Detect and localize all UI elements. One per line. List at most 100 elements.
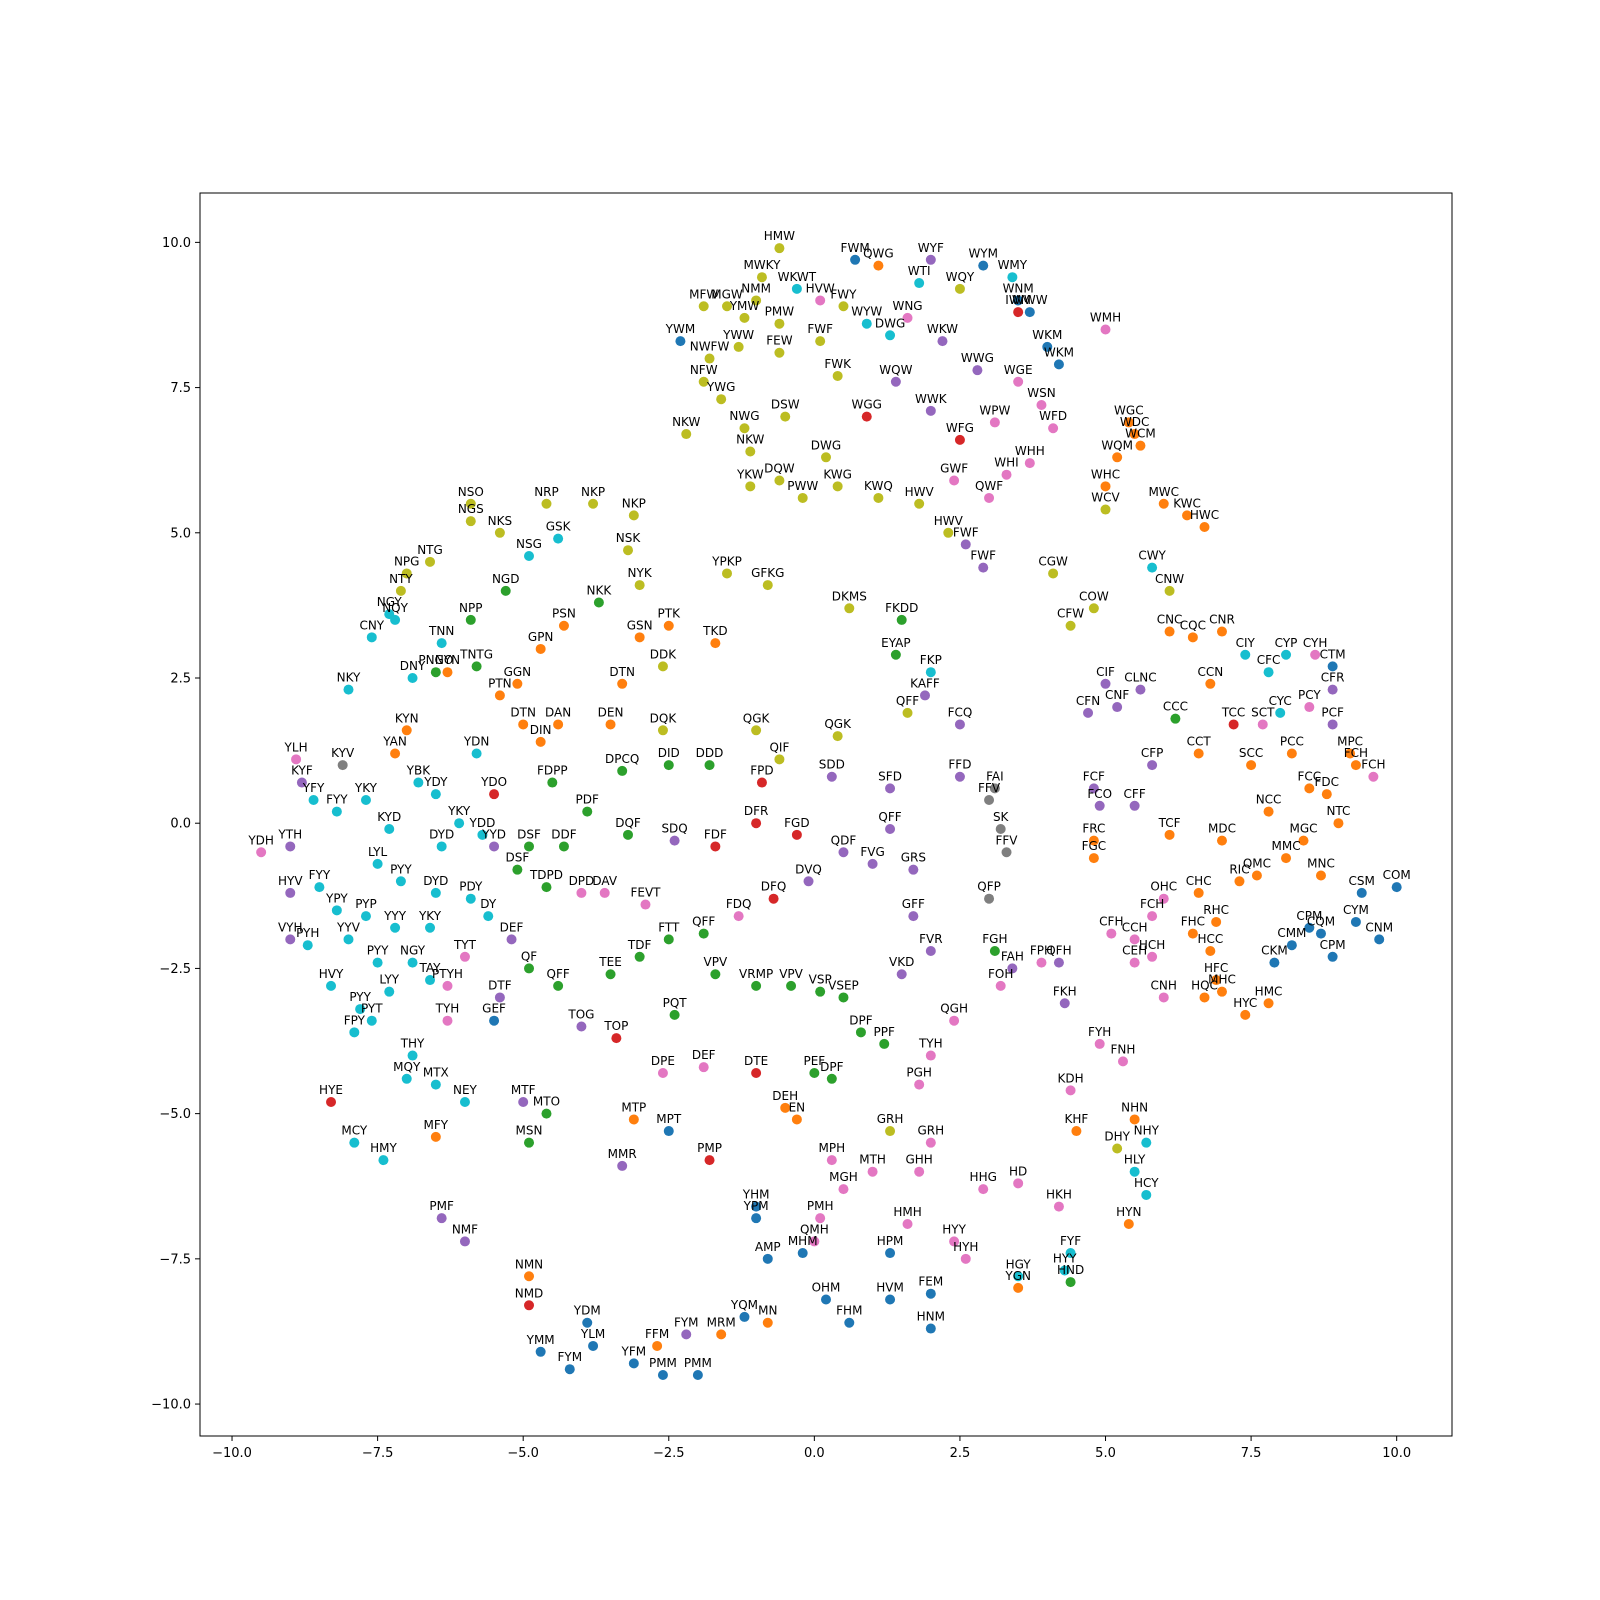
point-label: DYD	[423, 874, 448, 888]
point-label: CNH	[1151, 978, 1177, 992]
y-tick-label: 2.5	[170, 672, 191, 687]
point-label: WNG	[892, 299, 922, 313]
point-label: MPC	[1337, 735, 1363, 749]
scatter-point	[588, 498, 599, 509]
point-label: DTN	[609, 665, 635, 679]
scatter-point	[873, 260, 884, 271]
point-label: HD	[1009, 1164, 1027, 1178]
point-label: OHC	[1150, 880, 1177, 894]
scatter-point	[395, 585, 406, 596]
scatter-point	[984, 893, 995, 904]
point-label: WKM	[1032, 328, 1062, 342]
point-label: CNC	[1157, 613, 1183, 627]
scatter-point	[885, 783, 896, 794]
scatter-point	[314, 882, 325, 893]
point-label: HVY	[319, 967, 344, 981]
scatter-point	[902, 707, 913, 718]
scatter-point	[1036, 957, 1047, 968]
point-label: CMM	[1277, 926, 1306, 940]
scatter-point	[885, 330, 896, 341]
y-axis-ticks: −10.0 −7.5 −5.0 −2.5 0.0 2.5 5.0 7.5 10.0	[151, 236, 200, 1413]
point-label: DEF	[692, 1048, 716, 1062]
point-label: VPV	[779, 967, 803, 981]
point-label: MQY	[393, 1060, 421, 1074]
point-label: YYD	[481, 827, 506, 841]
scatter-point	[1024, 458, 1035, 469]
scatter-point	[663, 1126, 674, 1137]
point-label: WQY	[946, 270, 975, 284]
scatter-point	[1147, 760, 1158, 771]
point-label: MFW	[689, 287, 718, 301]
point-label: MTH	[859, 1153, 886, 1167]
point-label: FPD	[750, 764, 773, 778]
point-label: CYC	[1269, 694, 1292, 708]
scatter-point	[826, 771, 837, 782]
scatter-point	[506, 934, 517, 945]
point-label: NEY	[453, 1083, 478, 1097]
point-label: YKY	[354, 781, 378, 795]
point-label: TAY	[419, 961, 442, 975]
scatter-point	[925, 1050, 936, 1061]
point-label: FYF	[1060, 1234, 1081, 1248]
point-label: FCF	[1083, 769, 1105, 783]
scatter-point	[355, 1004, 366, 1015]
point-label: FWM	[841, 241, 870, 255]
point-label: FDPP	[537, 764, 568, 778]
point-label: WCM	[1125, 427, 1156, 441]
scatter-point	[954, 283, 965, 294]
scatter-point	[1251, 870, 1262, 881]
point-label: QGK	[824, 717, 852, 731]
scatter-point	[401, 725, 412, 736]
point-label: MSN	[516, 1124, 543, 1138]
scatter-point	[937, 336, 948, 347]
scatter-point	[1117, 1056, 1128, 1067]
point-label: IWM	[1005, 293, 1031, 307]
scatter-point	[576, 1021, 587, 1032]
scatter-point	[535, 736, 546, 747]
scatter-point	[902, 312, 913, 323]
point-label: FCC	[1297, 769, 1321, 783]
scatter-point	[617, 765, 628, 776]
point-label: HYY	[1053, 1251, 1077, 1265]
scatter-point	[1374, 934, 1385, 945]
point-label: FEW	[766, 334, 792, 348]
scatter-point	[1100, 481, 1111, 492]
point-label: MFY	[424, 1118, 449, 1132]
scatter-point	[471, 748, 482, 759]
scatter-point	[465, 498, 476, 509]
point-label: KYF	[291, 764, 313, 778]
scatter-point	[413, 777, 424, 788]
scatter-point	[576, 887, 587, 898]
scatter-point	[1263, 806, 1274, 817]
scatter-point	[751, 725, 762, 736]
scatter-point	[425, 975, 436, 986]
scatter-point	[1333, 818, 1344, 829]
point-label: WWG	[961, 351, 994, 365]
point-label: YPM	[743, 1199, 769, 1213]
scatter-point	[366, 1015, 377, 1026]
scatter-point	[378, 1155, 389, 1166]
scatter-point	[978, 260, 989, 271]
point-label: CWY	[1138, 549, 1166, 563]
scatter-point	[628, 1358, 639, 1369]
scatter-point	[885, 1126, 896, 1137]
scatter-point	[1216, 835, 1227, 846]
scatter-point	[1310, 649, 1321, 660]
point-label: QF	[521, 949, 537, 963]
point-label: CYP	[1275, 636, 1298, 650]
scatter-point	[1228, 719, 1239, 730]
point-label: NYK	[628, 566, 653, 580]
scatter-point	[407, 1050, 418, 1061]
point-label: NCC	[1256, 793, 1282, 807]
point-label: DY	[480, 897, 497, 911]
point-label: NKP	[622, 496, 646, 510]
scatter-point	[558, 841, 569, 852]
point-label: WYM	[968, 247, 998, 261]
point-label: YYY	[383, 909, 407, 923]
point-label: TEE	[598, 955, 622, 969]
scatter-point	[774, 347, 785, 358]
scatter-point	[1088, 835, 1099, 846]
point-label: PCF	[1321, 705, 1344, 719]
scatter-point	[949, 475, 960, 486]
point-label: GRS	[901, 851, 926, 865]
